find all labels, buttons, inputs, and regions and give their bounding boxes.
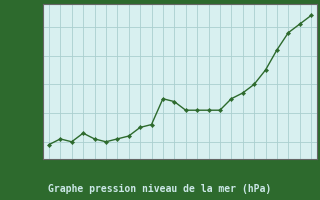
Text: Graphe pression niveau de la mer (hPa): Graphe pression niveau de la mer (hPa) xyxy=(48,184,272,194)
